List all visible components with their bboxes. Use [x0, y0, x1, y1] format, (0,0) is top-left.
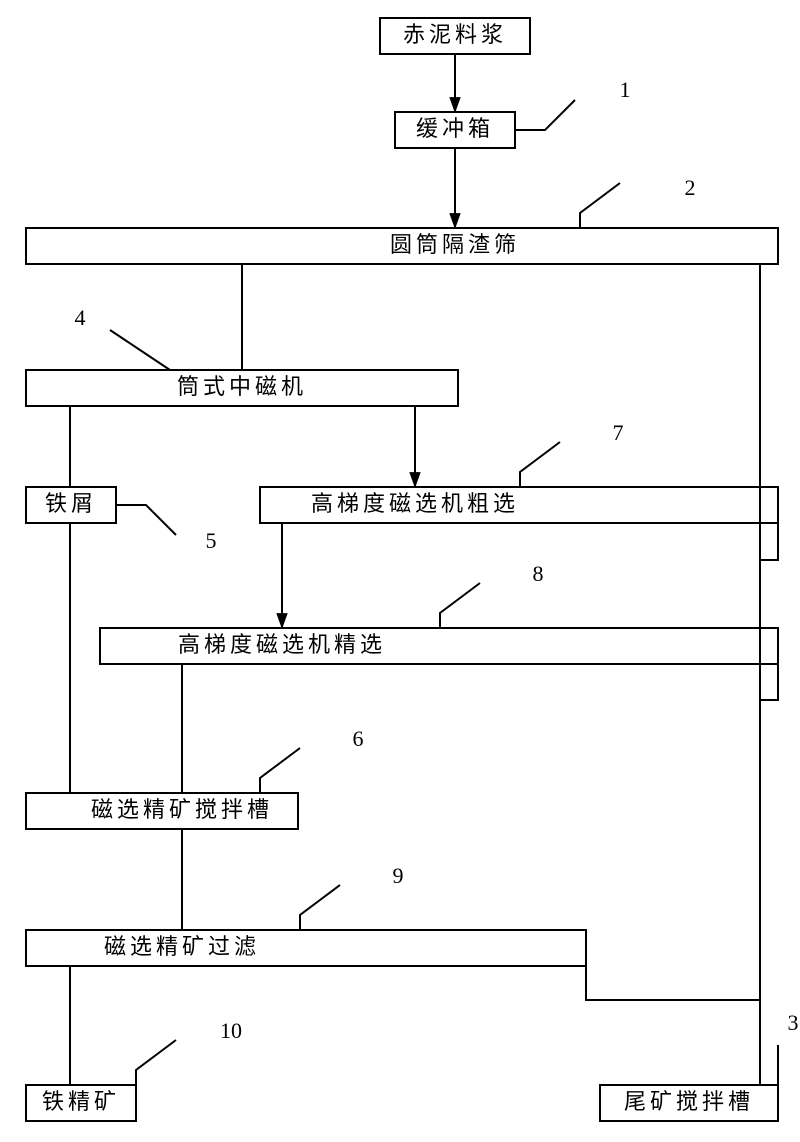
node-hgms1: 高梯度磁选机粗选	[260, 487, 778, 523]
node-tailmix: 尾矿搅拌槽	[600, 1085, 778, 1121]
leader-7: 7	[613, 420, 624, 445]
node-buffer-label: 缓冲箱	[416, 116, 494, 141]
leader-9: 9	[393, 863, 404, 888]
leader-6: 6	[353, 726, 364, 751]
node-conc: 铁精矿	[26, 1085, 136, 1121]
node-drum: 筒式中磁机	[26, 370, 458, 406]
node-buffer: 缓冲箱	[395, 112, 515, 148]
node-screen-label: 圆筒隔渣筛	[390, 232, 520, 257]
node-mixtank-label: 磁选精矿搅拌槽	[91, 797, 273, 822]
node-tailmix-label: 尾矿搅拌槽	[624, 1089, 754, 1114]
node-slurry: 赤泥料浆	[380, 18, 530, 54]
node-filter: 磁选精矿过滤	[26, 930, 586, 966]
node-mixtank: 磁选精矿搅拌槽	[26, 793, 298, 829]
node-conc-label: 铁精矿	[42, 1089, 120, 1114]
leader-8: 8	[533, 561, 544, 586]
node-filter-label: 磁选精矿过滤	[104, 934, 260, 959]
node-hgms1-label: 高梯度磁选机粗选	[311, 491, 519, 516]
leader-4: 4	[75, 305, 86, 330]
node-hgms2-label: 高梯度磁选机精选	[178, 632, 386, 657]
node-drum-label: 筒式中磁机	[177, 374, 307, 399]
leader-10: 10	[220, 1018, 242, 1043]
node-hgms2: 高梯度磁选机精选	[100, 628, 778, 664]
leader-5: 5	[206, 528, 217, 553]
node-scrap: 铁屑	[26, 487, 116, 523]
node-scrap-label: 铁屑	[45, 491, 97, 516]
leader-3: 3	[788, 1010, 799, 1035]
leader-2: 2	[685, 175, 696, 200]
leader-1: 1	[620, 77, 631, 102]
node-slurry-label: 赤泥料浆	[403, 22, 507, 47]
node-screen: 圆筒隔渣筛	[26, 228, 778, 264]
